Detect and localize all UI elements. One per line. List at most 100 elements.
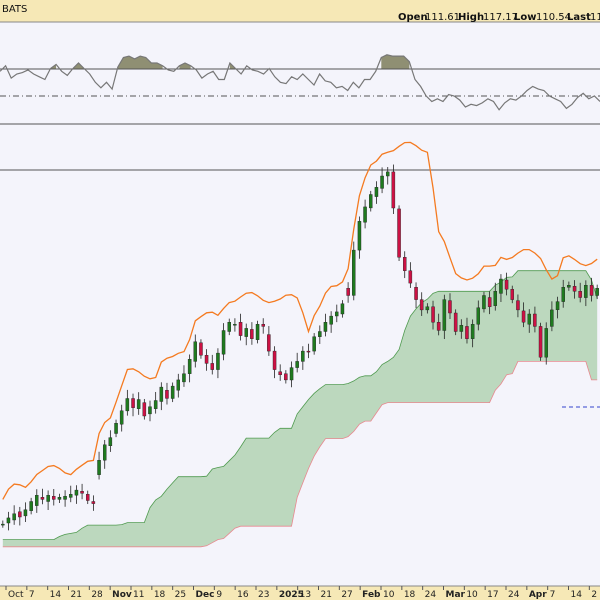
ohlc-open-label: Open [398,12,428,23]
candle-body [227,322,231,332]
x-tick-label: Oct [8,590,24,600]
candle-body [306,350,311,353]
candle [595,284,599,300]
candle-body [142,402,147,417]
candle-body [182,373,186,383]
candle [346,282,350,303]
candle-body [52,496,56,500]
x-tick-label: 24 [508,590,520,600]
candle [289,361,294,388]
candle [148,400,152,422]
candle [538,322,543,361]
candle-body [301,350,305,362]
candle-body [436,322,441,331]
candle [12,505,16,525]
candle-body [544,328,549,358]
candle [357,216,362,259]
candle [482,291,486,313]
candle [29,497,33,515]
x-tick-label: 18 [154,590,166,600]
candle [68,485,73,503]
candle-body [204,355,209,364]
x-tick-label: 14 [571,590,583,600]
x-tick-label: 2 [591,590,597,600]
candle-body [221,330,226,355]
candle-body [216,352,220,370]
candle [550,301,554,332]
candle [561,279,566,308]
x-axis-strip [0,586,600,600]
candle [436,313,441,336]
candle [1,520,5,528]
candle-body [504,279,509,290]
candle [176,373,180,398]
candle-body [561,287,566,302]
candle-body [352,249,356,296]
candle-body [363,206,367,223]
candle [170,382,175,403]
candle-body [295,361,299,368]
candle [555,296,560,319]
candle [335,304,339,323]
candle [261,318,266,334]
candle-body [323,322,328,332]
candle-body [131,398,135,409]
candle [193,334,197,368]
candle-body [431,306,435,323]
candle-body [521,310,526,323]
x-tick-label: 10 [466,590,478,600]
candle [431,300,435,330]
x-tick-label: 13 [300,590,311,600]
candle-body [482,295,486,310]
candle [63,490,67,507]
candle [119,404,124,432]
candle-body [91,501,96,504]
candle-body [85,494,90,501]
candle-body [465,326,469,339]
candle-body [386,171,390,177]
candle-body [6,517,11,524]
x-tick-label: 27 [341,590,352,600]
x-tick-label: Dec [196,590,215,600]
x-tick-label: 16 [237,590,249,600]
candle [584,280,588,307]
x-tick-label: 23 [258,590,269,600]
candle [131,393,135,417]
candle [487,291,492,315]
candle [238,313,243,341]
candle [312,333,316,355]
indicator-overbought-fill [72,63,85,69]
candle [419,292,424,316]
candle [85,490,90,505]
candle [516,294,520,318]
candle [199,339,203,359]
candle [408,262,413,288]
candle-body [476,307,481,325]
x-tick-label: 11 [133,590,144,600]
candle-body [267,334,271,352]
candle-body [470,324,475,339]
candle [493,282,498,311]
candle [318,325,322,344]
candle [510,285,515,304]
candle-body [187,359,192,374]
candle [216,348,220,379]
x-tick-label: 9 [216,590,222,600]
x-tick-label: 21 [321,590,332,600]
candle [187,354,192,383]
candle [204,349,209,371]
candle-body [159,386,164,402]
candle-body [567,285,571,288]
candle-body [340,303,345,315]
candle-body [97,460,101,475]
candle-body [148,406,152,415]
candle-body [555,301,560,311]
candle [544,322,549,365]
candle-body [74,489,79,496]
candle-body [278,371,282,376]
candle-body [397,208,401,258]
candle-body [40,497,45,500]
candle [80,483,84,500]
candle-body [238,322,243,336]
